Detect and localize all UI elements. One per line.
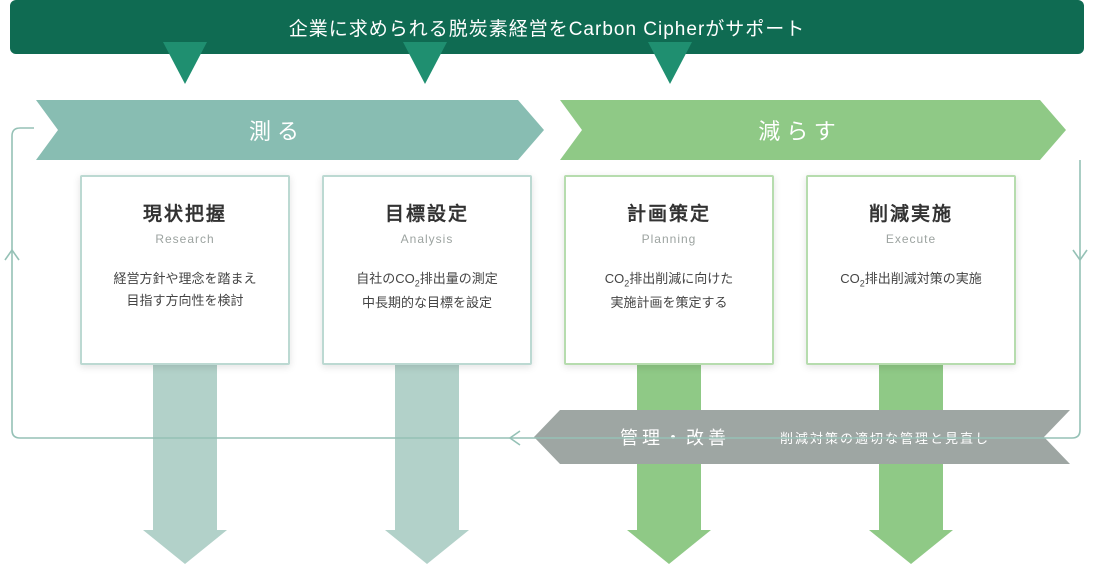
card-title: 現状把握 xyxy=(96,199,274,226)
loop-arrow-right xyxy=(1073,250,1087,260)
manage-arrow-tail xyxy=(534,410,560,464)
card-desc: CO2排出削減に向けた実施計画を策定する xyxy=(580,268,758,314)
header-text: 企業に求められる脱炭素経営をCarbon Cipherがサポート xyxy=(289,14,806,41)
card-title: 目標設定 xyxy=(338,199,516,226)
manage-notch xyxy=(1044,410,1070,464)
top-arrow-2 xyxy=(403,42,447,84)
phase-reduce: 減らす xyxy=(560,100,1066,160)
card-title: 削減実施 xyxy=(822,199,1000,226)
manage-desc: 削減対策の適切な管理と見直し xyxy=(780,428,990,447)
card-planning: 計画策定 Planning CO2排出削減に向けた実施計画を策定する xyxy=(564,175,774,365)
card-sub: Planning xyxy=(580,232,758,246)
card-desc: 経営方針や理念を踏まえ目指す方向性を検討 xyxy=(96,268,274,312)
card-sub: Analysis xyxy=(338,232,516,246)
down-arrow-1 xyxy=(153,360,217,530)
manage-bar: 管理・改善 削減対策の適切な管理と見直し xyxy=(560,410,1070,464)
top-arrow-1 xyxy=(163,42,207,84)
loop-arrow-left xyxy=(5,250,19,260)
phase-measure-label: 測る xyxy=(249,114,305,146)
top-arrow-3 xyxy=(648,42,692,84)
card-research: 現状把握 Research 経営方針や理念を踏まえ目指す方向性を検討 xyxy=(80,175,290,365)
down-arrow-4-head xyxy=(869,530,953,564)
card-sub: Execute xyxy=(822,232,1000,246)
loop-arrow-bottom xyxy=(510,431,520,445)
down-arrow-3-head xyxy=(627,530,711,564)
down-arrow-2 xyxy=(395,360,459,530)
card-desc: 自社のCO2排出量の測定中長期的な目標を設定 xyxy=(338,268,516,314)
down-arrow-2-head xyxy=(385,530,469,564)
card-sub: Research xyxy=(96,232,274,246)
phase-measure: 測る xyxy=(36,100,544,160)
manage-title: 管理・改善 xyxy=(620,424,730,450)
card-title: 計画策定 xyxy=(580,199,758,226)
card-execute: 削減実施 Execute CO2排出削減対策の実施 xyxy=(806,175,1016,365)
down-arrow-1-head xyxy=(143,530,227,564)
card-analysis: 目標設定 Analysis 自社のCO2排出量の測定中長期的な目標を設定 xyxy=(322,175,532,365)
card-desc: CO2排出削減対策の実施 xyxy=(822,268,1000,292)
phase-reduce-label: 減らす xyxy=(758,114,842,146)
